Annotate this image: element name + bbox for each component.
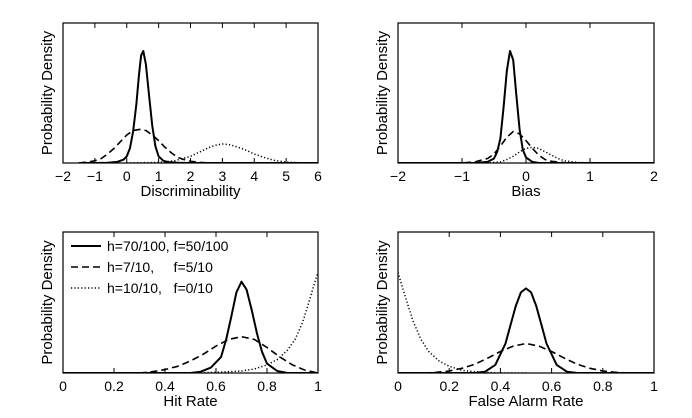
series-line-dotted xyxy=(398,272,526,373)
panel-hit-rate: 0 0.2 0.4 0.6 0.8 1 Hit Rate Probability Densit… xyxy=(39,231,322,410)
panel-false-alarm-rate: 0 0.2 0.4 0.6 0.8 1 False Alarm Rate Probabilit… xyxy=(374,231,658,410)
x-tick-label: −1 xyxy=(454,168,470,184)
x-tick-label: 1 xyxy=(155,168,163,184)
x-tick-label: 0 xyxy=(123,168,131,184)
x-tick-label: 0.4 xyxy=(155,378,175,394)
x-tick-label: 3 xyxy=(218,168,226,184)
series-line-dashed xyxy=(78,128,223,163)
series-line-solid xyxy=(398,50,654,163)
y-axis-label: Probability Density xyxy=(39,30,56,155)
series-line-dashed xyxy=(139,335,318,373)
plot-frame xyxy=(397,231,655,374)
x-tick-label: 0.2 xyxy=(439,378,459,394)
x-tick-label: 4 xyxy=(250,168,258,184)
x-tick-label: 0.6 xyxy=(542,378,562,394)
x-tick-label: 2 xyxy=(650,168,658,184)
x-tick-label: 0.8 xyxy=(593,378,613,394)
x-tick-label: 6 xyxy=(314,168,322,184)
x-tick-label: 0.4 xyxy=(491,378,511,394)
x-tick-label: 2 xyxy=(187,168,195,184)
series-line-dotted xyxy=(190,272,318,373)
x-tick-label: 0 xyxy=(522,168,530,184)
series-line-solid xyxy=(398,287,654,373)
y-axis-label: Probability Density xyxy=(374,240,391,365)
x-tick-label: 0.2 xyxy=(104,378,124,394)
y-axis-label: Probability Density xyxy=(374,30,391,155)
x-tick-label: 0 xyxy=(59,378,67,394)
x-axis-label: False Alarm Rate xyxy=(468,393,583,410)
x-tick-label: 1 xyxy=(314,378,322,394)
plot-frame xyxy=(62,22,319,164)
x-tick-label: −2 xyxy=(55,168,71,184)
series-line-dashed xyxy=(398,130,654,163)
series-line-solid xyxy=(78,50,318,163)
plot-frame xyxy=(397,22,655,164)
y-axis-label: Probability Density xyxy=(39,240,56,365)
x-axis-label: Hit Rate xyxy=(163,393,217,410)
legend-label: h=10/10, f=0/10 xyxy=(107,280,213,296)
x-tick-label: 0.8 xyxy=(257,378,277,394)
legend-label: h=7/10, f=5/10 xyxy=(107,259,213,275)
series-line-dotted xyxy=(398,146,654,163)
x-tick-label: −2 xyxy=(390,168,406,184)
legend-label: h=70/100, f=50/100 xyxy=(107,238,229,254)
panel-bias: −2 −1 0 1 2 Bias Probability Density xyxy=(374,22,658,200)
x-axis-label: Bias xyxy=(511,183,540,200)
x-tick-label: 1 xyxy=(586,168,594,184)
series-line-dotted xyxy=(126,143,318,163)
x-tick-label: 0.6 xyxy=(206,378,226,394)
x-tick-label: 5 xyxy=(282,168,290,184)
series-line-solid xyxy=(63,280,318,373)
panel-discriminability: −2 −1 0 1 2 3 4 5 6 Discriminability Probability D… xyxy=(39,22,322,200)
x-tick-label: −1 xyxy=(87,168,103,184)
x-axis-label: Discriminability xyxy=(140,183,241,200)
x-tick-label: 1 xyxy=(650,378,658,394)
x-tick-label: 0 xyxy=(394,378,402,394)
